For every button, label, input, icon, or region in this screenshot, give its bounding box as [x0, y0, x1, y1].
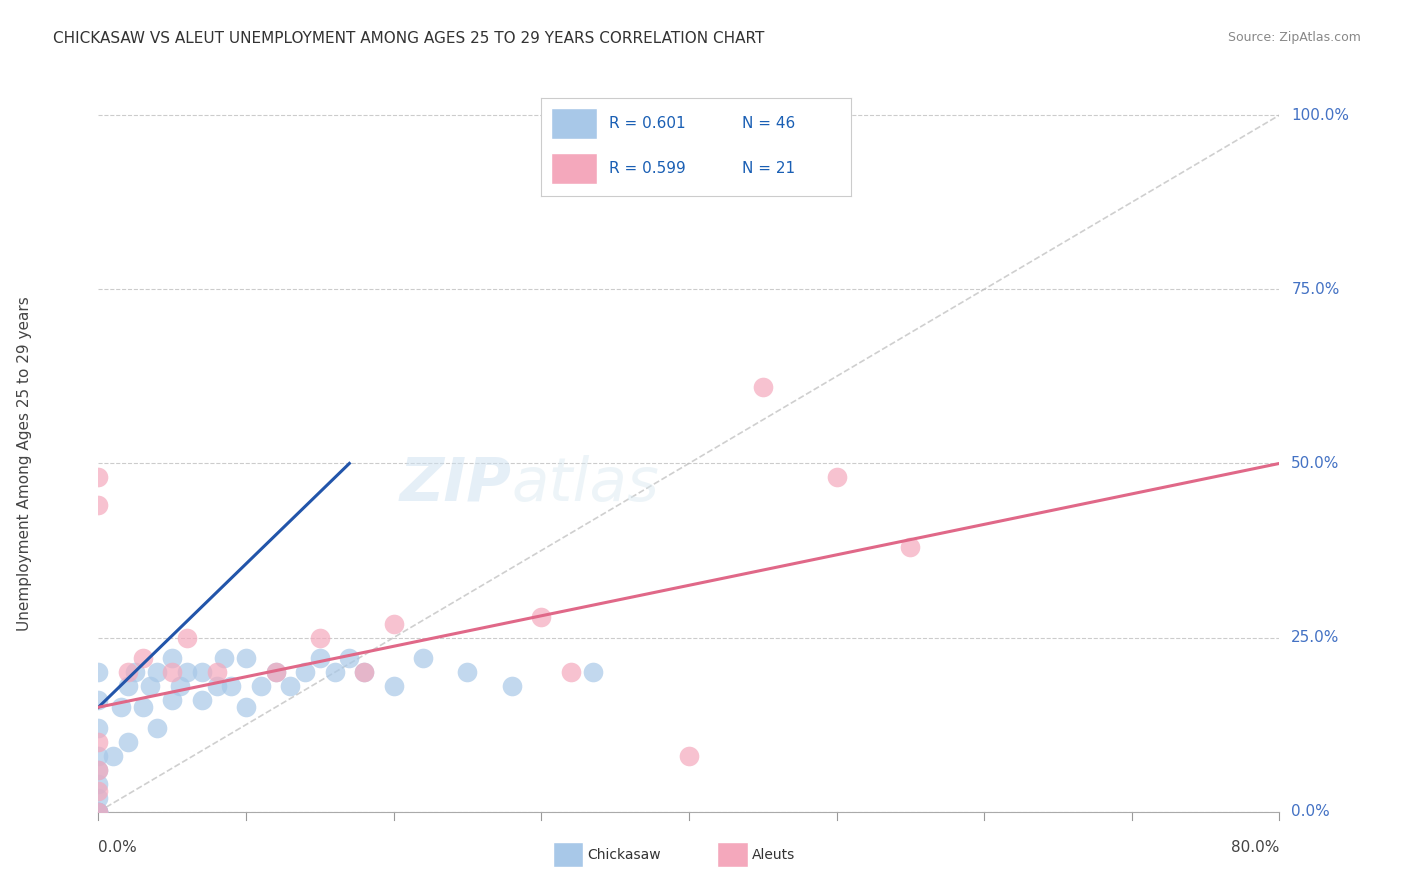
Point — [87, 805, 110, 819]
Point — [382, 616, 405, 631]
Text: 100.0%: 100.0% — [1291, 108, 1350, 122]
Text: Aleuts: Aleuts — [752, 847, 796, 862]
Point — [176, 665, 198, 680]
Point — [162, 693, 183, 707]
Point — [560, 665, 582, 680]
Point — [117, 735, 139, 749]
Text: N = 21: N = 21 — [742, 161, 796, 177]
Point — [501, 679, 523, 693]
Text: atlas: atlas — [512, 455, 659, 514]
Text: CHICKASAW VS ALEUT UNEMPLOYMENT AMONG AGES 25 TO 29 YEARS CORRELATION CHART: CHICKASAW VS ALEUT UNEMPLOYMENT AMONG AG… — [53, 31, 765, 46]
Point — [235, 700, 257, 714]
Point — [382, 679, 405, 693]
Text: N = 46: N = 46 — [742, 116, 796, 131]
Point — [191, 665, 214, 680]
Point — [560, 136, 582, 150]
Point — [139, 679, 162, 693]
Point — [191, 693, 214, 707]
Point — [176, 631, 198, 645]
Point — [575, 122, 598, 136]
Point — [124, 665, 146, 680]
Point — [146, 721, 169, 735]
Point — [353, 665, 375, 680]
Point — [87, 498, 110, 512]
Point — [752, 380, 775, 394]
Text: R = 0.599: R = 0.599 — [609, 161, 686, 177]
Text: 80.0%: 80.0% — [1232, 839, 1279, 855]
Text: Source: ZipAtlas.com: Source: ZipAtlas.com — [1227, 31, 1361, 45]
Point — [457, 665, 479, 680]
Point — [110, 700, 132, 714]
Point — [412, 651, 434, 665]
Point — [117, 665, 139, 680]
Point — [87, 749, 110, 764]
Point — [825, 470, 848, 484]
Point — [582, 665, 605, 680]
Point — [87, 805, 110, 819]
Point — [117, 679, 139, 693]
Point — [323, 665, 346, 680]
Point — [162, 651, 183, 665]
Point — [280, 679, 302, 693]
Point — [212, 651, 235, 665]
Point — [146, 665, 169, 680]
Point — [87, 777, 110, 791]
Point — [87, 470, 110, 484]
Bar — [551, 108, 598, 139]
Point — [132, 700, 155, 714]
Point — [309, 631, 332, 645]
Point — [87, 693, 110, 707]
Point — [87, 790, 110, 805]
Text: Unemployment Among Ages 25 to 29 years: Unemployment Among Ages 25 to 29 years — [17, 296, 32, 631]
Text: R = 0.601: R = 0.601 — [609, 116, 686, 131]
Point — [309, 651, 332, 665]
Point — [530, 609, 553, 624]
Text: ZIP: ZIP — [399, 455, 512, 514]
Bar — [551, 153, 598, 185]
Point — [235, 651, 257, 665]
Point — [87, 735, 110, 749]
Point — [221, 679, 243, 693]
Point — [250, 679, 273, 693]
Point — [169, 679, 191, 693]
Point — [87, 763, 110, 777]
Point — [900, 540, 922, 554]
Point — [162, 665, 183, 680]
Point — [87, 805, 110, 819]
Point — [294, 665, 316, 680]
Point — [87, 784, 110, 798]
Point — [264, 665, 287, 680]
Text: 50.0%: 50.0% — [1291, 456, 1340, 471]
Text: 0.0%: 0.0% — [1291, 805, 1330, 819]
Point — [87, 721, 110, 735]
Text: Chickasaw: Chickasaw — [588, 847, 661, 862]
Text: 0.0%: 0.0% — [98, 839, 138, 855]
Point — [339, 651, 361, 665]
Point — [87, 805, 110, 819]
Point — [205, 679, 228, 693]
Point — [132, 651, 155, 665]
Point — [87, 665, 110, 680]
Point — [87, 805, 110, 819]
Text: 25.0%: 25.0% — [1291, 630, 1340, 645]
Point — [103, 749, 125, 764]
Point — [353, 665, 375, 680]
Text: 75.0%: 75.0% — [1291, 282, 1340, 297]
Point — [678, 749, 700, 764]
Point — [87, 763, 110, 777]
Point — [205, 665, 228, 680]
Point — [264, 665, 287, 680]
